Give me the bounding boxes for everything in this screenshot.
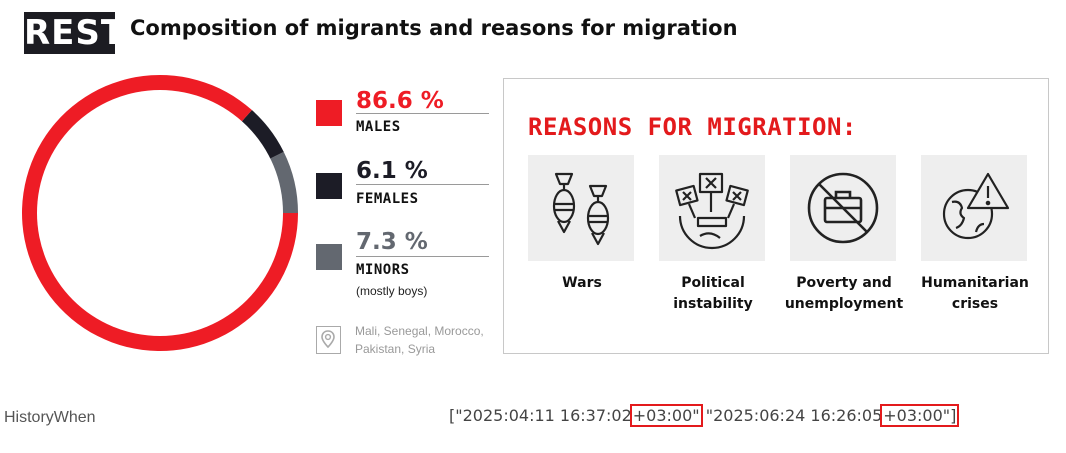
reason-humanitarian: Humanitarian crises: [921, 155, 1029, 315]
countries-line-2: Pakistan, Syria: [355, 342, 436, 356]
timestamp-2: "2025:06:24 16:26:05: [700, 406, 883, 425]
page-title: Composition of migrants and reasons for …: [130, 16, 738, 40]
map-pin-icon: [316, 326, 341, 354]
pct-males: 86.6 %: [356, 88, 444, 114]
caption-line: Poverty and: [796, 275, 892, 291]
caption-line: Humanitarian: [921, 275, 1029, 291]
reason-poverty: Poverty and unemployment: [785, 155, 903, 315]
reason-political: Political instability: [659, 155, 767, 315]
swatch-females: [316, 173, 342, 199]
label-females: FEMALES: [356, 191, 419, 207]
reasons-panel: REASONS FOR MIGRATION: Wars: [503, 78, 1049, 354]
caption-line: unemployment: [784, 296, 904, 312]
countries-of-origin: Mali, Senegal, Morocco, Pakistan, Syria: [355, 322, 505, 358]
label-minors-note: (mostly boys): [356, 284, 428, 298]
history-when-values: ["2025:04:11 16:37:02+03:00" "2025:06:24…: [449, 404, 960, 427]
no-briefcase-icon: [790, 155, 896, 261]
label-minors: MINORS: [356, 262, 410, 278]
caption-line: crises: [951, 296, 999, 312]
reason-poverty-caption: Poverty and unemployment: [776, 273, 912, 315]
pie-hole: [37, 90, 283, 336]
pct-minors: 7.3 %: [356, 229, 428, 255]
caption-line: Political: [681, 275, 745, 291]
countries-line-1: Mali, Senegal, Morocco,: [355, 324, 484, 338]
reason-wars: Wars: [528, 155, 636, 294]
pie-chart: [21, 74, 298, 351]
label-males: MALES: [356, 119, 401, 135]
globe-warning-icon: [921, 155, 1027, 261]
timestamp-1: ["2025:04:11 16:37:02: [449, 406, 632, 425]
bombs-icon: [528, 155, 634, 261]
reason-political-caption: Political instability: [645, 273, 781, 315]
history-when-label: HistoryWhen: [4, 409, 96, 426]
legend-divider: [356, 184, 489, 185]
swatch-minors: [316, 244, 342, 270]
caption-line: instability: [673, 296, 753, 312]
legend-divider: [356, 113, 489, 114]
caption-line: Wars: [562, 275, 602, 291]
reason-humanitarian-caption: Humanitarian crises: [907, 273, 1043, 315]
pct-females: 6.1 %: [356, 158, 428, 184]
timezone-highlight-2: +03:00"]: [880, 404, 960, 427]
legend-divider: [356, 256, 489, 257]
reasons-title: REASONS FOR MIGRATION:: [528, 113, 857, 141]
protest-signs-icon: [659, 155, 765, 261]
swatch-males: [316, 100, 342, 126]
reason-wars-caption: Wars: [514, 273, 650, 294]
rest-logo: REST: [24, 12, 126, 54]
timezone-highlight-1: +03:00": [629, 404, 703, 427]
